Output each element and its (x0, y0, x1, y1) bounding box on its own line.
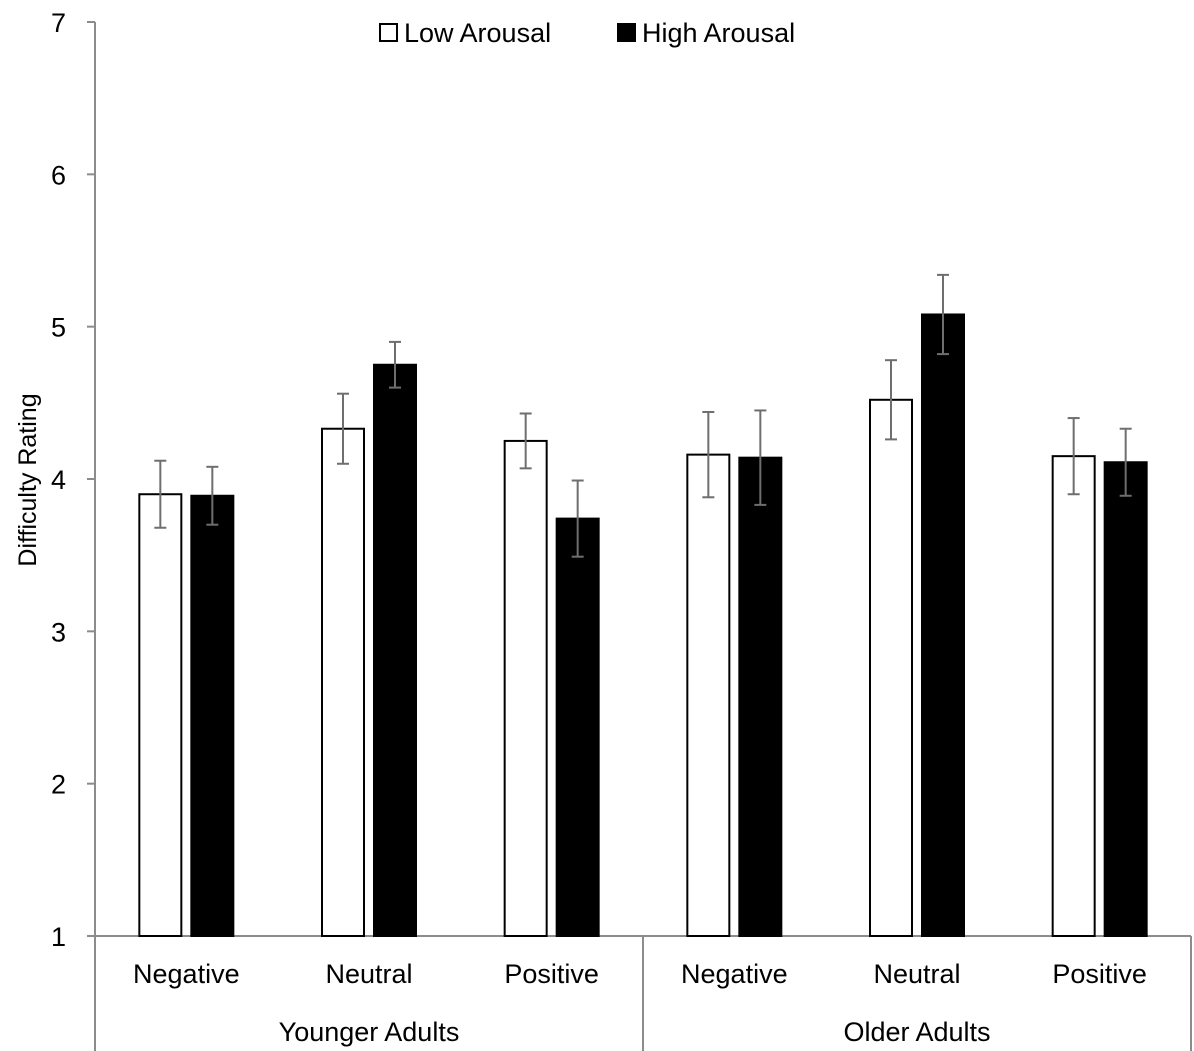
group-label: Older Adults (843, 1017, 990, 1047)
legend-swatch (379, 23, 398, 42)
y-tick-label: 4 (51, 465, 66, 495)
bar-high-arousal (555, 517, 600, 938)
y-tick-label: 7 (51, 8, 66, 38)
x-labels: Negative Neutral Positive Negative Neutral Po… (133, 959, 1147, 1047)
bar-high-arousal (190, 494, 235, 937)
y-ticks: 1 2 3 4 5 6 7 (51, 8, 95, 952)
category-label: Neutral (325, 959, 412, 989)
y-axis-label: Difficulty Rating (14, 393, 42, 566)
category-label: Negative (133, 959, 240, 989)
legend-swatch (617, 23, 636, 42)
legend: Low Arousal High Arousal (379, 18, 795, 48)
bars (138, 313, 1148, 938)
legend-label: Low Arousal (404, 18, 551, 48)
bar-low-arousal (869, 398, 913, 937)
group-label: Younger Adults (279, 1017, 460, 1047)
category-label: Negative (681, 959, 788, 989)
y-tick-label: 5 (51, 313, 66, 343)
axes (94, 22, 1192, 1051)
bar-low-arousal (138, 493, 183, 937)
y-tick-label: 3 (51, 617, 66, 647)
error-bars (154, 273, 1132, 558)
bar-low-arousal (1051, 455, 1096, 937)
category-label: Positive (1052, 959, 1147, 989)
bar-low-arousal (321, 427, 365, 937)
bar-high-arousal (921, 313, 965, 938)
bar-low-arousal (503, 439, 548, 937)
category-label: Positive (504, 959, 599, 989)
legend-label: High Arousal (642, 18, 795, 48)
bar-high-arousal (1103, 461, 1148, 937)
y-tick-label: 6 (51, 160, 66, 190)
bar-low-arousal (686, 453, 731, 937)
y-tick-label: 2 (51, 770, 66, 800)
category-label: Neutral (873, 959, 960, 989)
bar-high-arousal (738, 456, 783, 937)
y-tick-label: 1 (51, 922, 66, 952)
bar-high-arousal (373, 363, 417, 937)
